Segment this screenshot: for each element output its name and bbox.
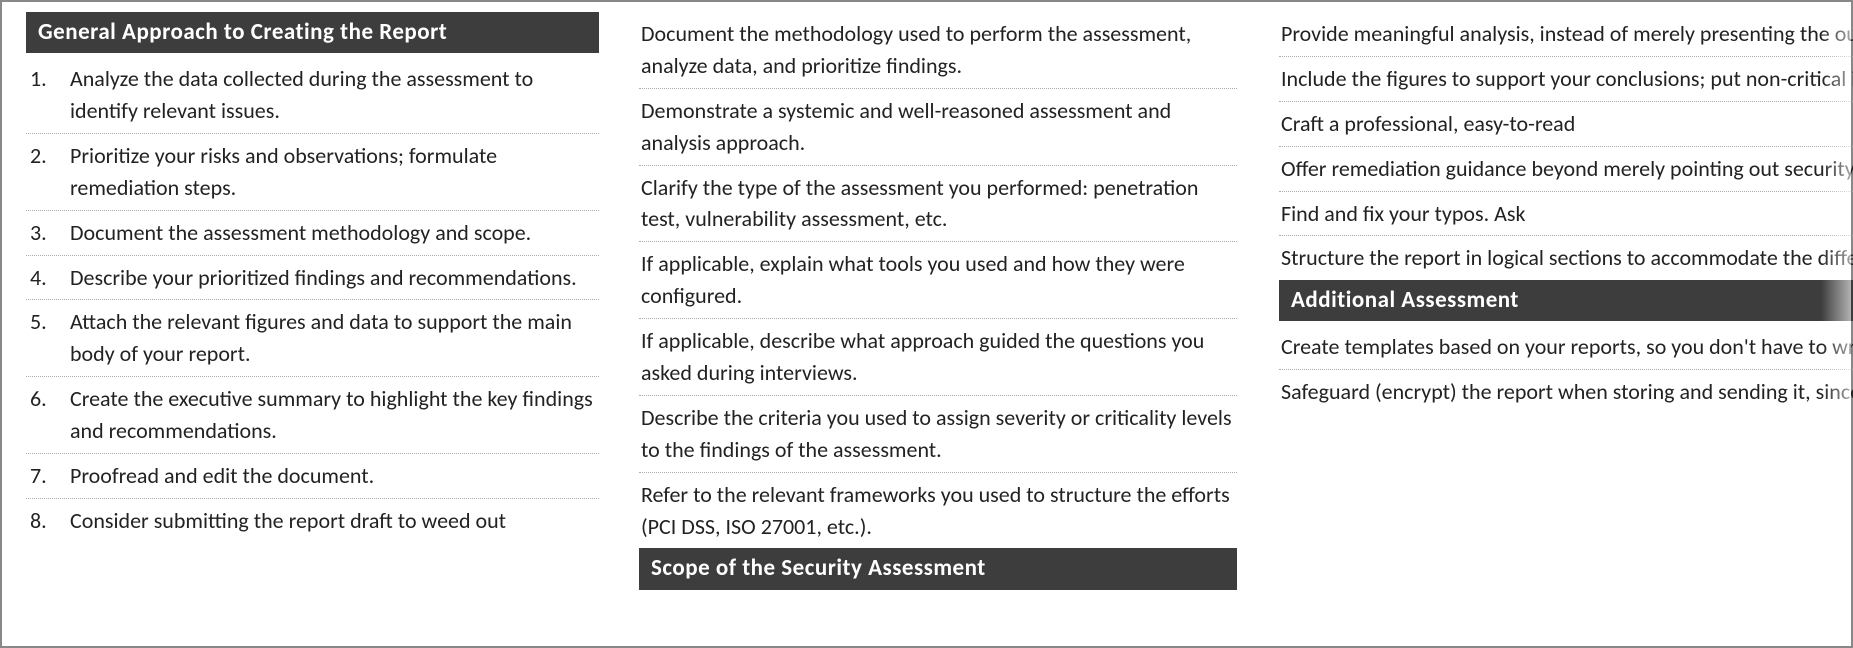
list-item: Describe the criteria you used to assign… (639, 396, 1237, 473)
column-3: Provide meaningful analysis, instead of … (1257, 12, 1853, 646)
general-approach-list: Analyze the data collected during the as… (26, 57, 599, 543)
list-item: Describe your prioritized findings and r… (26, 256, 599, 301)
list-item: If applicable, explain what tools you us… (639, 242, 1237, 319)
list-item: Attach the relevant figures and data to … (26, 300, 599, 377)
section-header-scope: Scope of the Security Assessment (639, 548, 1237, 589)
list-item: Document the methodology used to perform… (639, 12, 1237, 89)
list-item: Proofread and edit the document. (26, 454, 599, 499)
section-header-general-approach: General Approach to Creating the Report (26, 12, 599, 53)
column-2: Document the methodology used to perform… (617, 12, 1257, 646)
list-item: Offer remediation guidance beyond merely… (1279, 147, 1853, 192)
list-item: Structure the report in logical sections… (1279, 236, 1853, 280)
list-item: Provide meaningful analysis, instead of … (1279, 12, 1853, 57)
list-item: Demonstrate a systemic and well-reasoned… (639, 89, 1237, 166)
list-item: Include the figures to support your conc… (1279, 57, 1853, 102)
list-item: Find and fix your typos. Ask (1279, 192, 1853, 237)
list-item: Consider submitting the report draft to … (26, 499, 599, 543)
section-header-additional: Additional Assessment (1279, 280, 1853, 321)
list-item: Create the executive summary to highligh… (26, 377, 599, 454)
report-tips-list: Provide meaningful analysis, instead of … (1279, 12, 1853, 280)
list-item: Craft a professional, easy-to-read (1279, 102, 1853, 147)
list-item: Create templates based on your reports, … (1279, 325, 1853, 370)
column-1: General Approach to Creating the Report … (2, 12, 617, 646)
document-page: General Approach to Creating the Report … (2, 2, 1851, 646)
list-item: Clarify the type of the assessment you p… (639, 166, 1237, 243)
list-item: Analyze the data collected during the as… (26, 57, 599, 134)
list-item: Safeguard (encrypt) the report when stor… (1279, 370, 1853, 414)
list-item: Document the assessment methodology and … (26, 211, 599, 256)
list-item: Prioritize your risks and observations; … (26, 134, 599, 211)
list-item: Refer to the relevant frameworks you use… (639, 473, 1237, 549)
methodology-list: Document the methodology used to perform… (639, 12, 1237, 548)
additional-list: Create templates based on your reports, … (1279, 325, 1853, 414)
list-item: If applicable, describe what approach gu… (639, 319, 1237, 396)
